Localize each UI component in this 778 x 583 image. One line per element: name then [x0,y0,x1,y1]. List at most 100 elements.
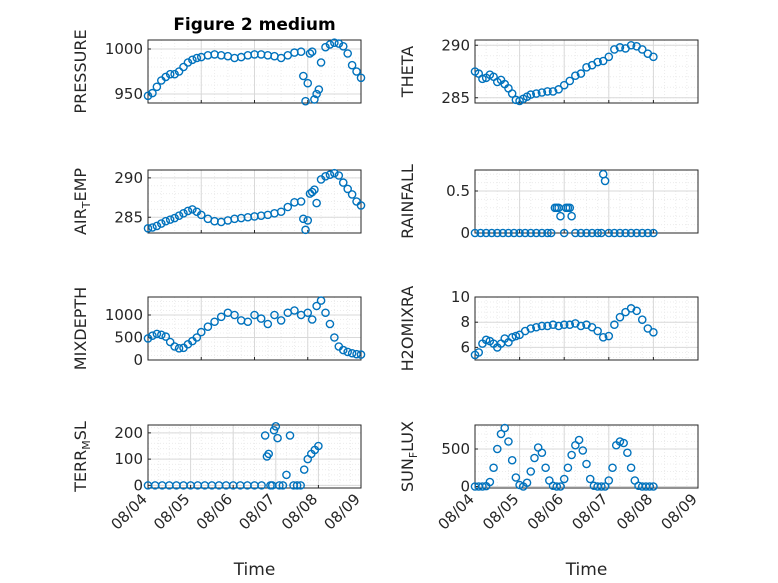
data-point [582,63,591,72]
data-point [310,185,319,194]
data-point [243,317,253,327]
data-point [520,228,530,238]
data-point [196,327,206,337]
y-tick-label: 0 [133,476,143,494]
data-point [582,459,591,469]
data-point [210,317,219,327]
data-point [152,221,162,231]
data-point [343,347,352,357]
data-point [511,473,521,482]
data-point [504,437,513,446]
data-point [559,228,569,238]
data-point [593,326,602,336]
data-point [165,215,175,224]
x-tick-label: 08/07 [235,490,278,533]
data-point [554,321,563,331]
data-point [567,211,576,221]
data-point [257,481,266,490]
data-point [276,207,286,217]
axes-box [474,296,699,361]
data-point [559,474,569,484]
data-point [556,211,565,221]
data-point [275,481,284,490]
y-tick-label: 0 [460,478,470,496]
data-point [507,89,517,98]
data-point [270,310,279,320]
data-point [623,448,632,458]
x-tick-label: 08/09 [658,490,701,533]
data-point [161,216,171,226]
data-point [303,78,313,88]
x-axis-label: Time [233,560,276,580]
data-point [174,67,184,76]
data-point [615,43,625,52]
subplot-1: 950 1000 PRESSURE [71,29,366,114]
data-point [330,38,339,48]
data-point [347,60,357,70]
data-point [269,425,279,435]
data-point [356,73,366,83]
data-point [152,82,162,92]
data-point [632,306,641,316]
data-point [165,337,175,347]
data-point [496,429,506,439]
data-point [263,319,273,329]
data-point [148,88,157,98]
data-point [321,171,330,181]
data-point [301,225,310,235]
data-point [626,40,636,50]
data-point [626,463,636,473]
data-point [554,85,563,94]
data-point [565,76,575,86]
data-point [632,228,641,238]
y-axis-label: PRESSURE [71,29,90,113]
x-tick-label: 08/07 [568,490,611,533]
data-point [645,482,654,491]
data-point [587,228,597,238]
data-point [532,228,541,238]
x-tick-label: 08/06 [524,490,567,533]
data-point [192,53,202,63]
data-point [492,228,502,238]
y-tick-label: 10 [451,288,470,306]
data-point [470,228,480,238]
data-point [626,228,636,238]
data-point [530,453,539,463]
data-point [352,197,361,206]
data-point [526,228,536,238]
data-point [179,62,188,72]
data-point [537,228,547,238]
data-point [292,481,302,490]
data-point [504,228,513,238]
data-point [301,96,310,106]
y-tick-label: 285 [441,89,470,107]
data-point [600,482,610,491]
data-point [256,314,266,323]
data-point [305,49,315,58]
data-point [316,296,326,305]
y-tick-label: 1000 [105,40,143,58]
data-point [637,228,647,238]
data-point [604,52,614,62]
data-point [170,213,179,223]
y-tick-label: 100 [114,450,143,468]
y-tick-label: 950 [114,85,143,103]
x-tick-label: 08/05 [150,490,193,533]
data-point [507,455,517,465]
data-point [285,431,295,440]
data-point [330,333,339,342]
subplot-8: 0 500 08/04 08/05 08/06 08/07 08/08 08/09 SUNFLU… [398,421,701,580]
data-point [174,343,184,353]
y-axis-label: SUNFLUX [398,421,420,492]
data-point [356,201,366,210]
data-point [307,315,317,324]
data-point [598,56,608,66]
y-tick-label: 290 [441,36,470,54]
data-point [610,45,619,54]
data-point [334,39,344,48]
subplot-3: 285 290 AIRTEMP [71,168,366,235]
data-point [637,45,647,54]
data-point [325,170,335,180]
data-point [314,85,324,94]
